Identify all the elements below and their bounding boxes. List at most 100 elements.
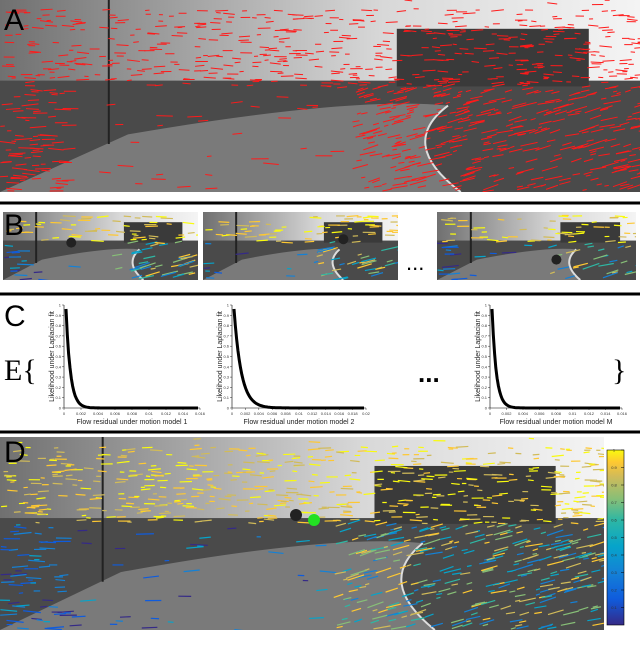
flow-vector [539, 596, 557, 604]
flow-vector [38, 541, 57, 544]
flow-vector [361, 549, 374, 554]
flow-vector [117, 19, 129, 22]
x-tick-label: 0.01 [569, 411, 578, 416]
flow-vector [552, 80, 563, 82]
flow-vector [572, 145, 584, 150]
flow-vector [200, 452, 210, 455]
flow-vector [499, 147, 511, 152]
flow-vector [357, 87, 364, 91]
flow-vector [519, 620, 527, 624]
flow-vector [177, 502, 184, 505]
y-tick-label: 0.8 [223, 323, 229, 328]
flow-vector [550, 573, 559, 577]
flow-vector [601, 447, 604, 450]
flow-vector [617, 245, 624, 249]
flow-vector [546, 529, 564, 537]
flow-vector [400, 87, 407, 90]
flow-vector [374, 484, 382, 487]
flow-vector [189, 447, 202, 451]
flow-vector [451, 277, 468, 280]
flow-vector [540, 485, 553, 488]
scene-image [3, 212, 198, 280]
flow-vector [64, 468, 77, 472]
flow-vector [69, 624, 82, 627]
flow-vector [330, 79, 344, 82]
flow-vector [112, 220, 121, 223]
flow-vector [13, 174, 28, 178]
flow-vector [174, 240, 183, 244]
flow-vector [499, 532, 508, 536]
flow-vector [389, 114, 406, 118]
flow-vector [630, 175, 640, 180]
flow-vector [386, 153, 401, 157]
flow-vector [610, 143, 621, 148]
flow-vector [346, 260, 357, 265]
flow-vector [550, 545, 558, 549]
flow-vector [409, 608, 427, 616]
flow-vector [354, 585, 362, 588]
flow-vector [447, 465, 459, 468]
flow-vector [369, 226, 380, 228]
flow-vector [1, 103, 13, 106]
flow-vector [438, 129, 445, 133]
flow-vector [508, 115, 522, 122]
flow-vector [35, 223, 42, 226]
flow-vector [80, 487, 92, 490]
flow-vector [626, 222, 635, 225]
flow-vector [54, 108, 72, 111]
flow-vector [493, 109, 499, 111]
flow-vector [1, 581, 15, 583]
flow-vector [549, 129, 561, 134]
flow-vector [340, 68, 346, 70]
flow-vector [454, 144, 463, 148]
flow-vector [279, 28, 289, 31]
y-axis-label: Likelihood under Laplacian fit [475, 311, 482, 402]
flow-vector [342, 568, 352, 573]
flow-vector [276, 494, 289, 497]
x-tick-label: 0.014 [600, 411, 611, 416]
flow-vector [409, 156, 421, 160]
flow-vector [547, 626, 557, 630]
flow-vector [396, 10, 407, 13]
flow-vector [534, 611, 543, 615]
flow-vector [358, 81, 371, 84]
flow-vector [246, 84, 254, 87]
flow-vector [224, 77, 235, 80]
flow-vector [206, 478, 213, 480]
flow-vector [405, 599, 412, 602]
flow-vector [496, 148, 501, 150]
flow-vector [519, 38, 525, 41]
flow-vector [160, 271, 177, 278]
flow-vector [356, 91, 365, 96]
flow-vector [255, 454, 269, 457]
flow-vector [444, 13, 454, 16]
flow-vector [223, 12, 235, 15]
flow-vector [154, 504, 167, 507]
flow-vector [535, 593, 541, 596]
flow-vector [376, 102, 394, 107]
flow-vector [434, 151, 450, 157]
flow-vector [344, 604, 351, 608]
flow-vector [57, 75, 70, 79]
flow-vector [404, 0, 413, 2]
flow-vector [554, 539, 561, 543]
flow-vector [462, 524, 468, 528]
flow-vector [580, 576, 592, 582]
flow-vector [143, 255, 156, 260]
focus-point [66, 237, 77, 248]
y-tick-label: 0.8 [481, 323, 487, 328]
flow-vector [572, 514, 583, 517]
flow-vector [19, 277, 32, 280]
flow-vector [426, 32, 436, 35]
flow-vector [331, 47, 343, 50]
x-tick-label: 0.012 [307, 411, 318, 416]
colorbar-tick-label: 0.5 [611, 535, 617, 540]
flow-vector [424, 129, 435, 133]
flow-vector [361, 257, 377, 263]
flow-vector [581, 551, 587, 554]
flow-vector [574, 51, 588, 54]
flow-vector [177, 185, 191, 188]
flow-vector [13, 511, 21, 513]
flow-vector [171, 34, 183, 37]
flow-vector [356, 599, 368, 604]
